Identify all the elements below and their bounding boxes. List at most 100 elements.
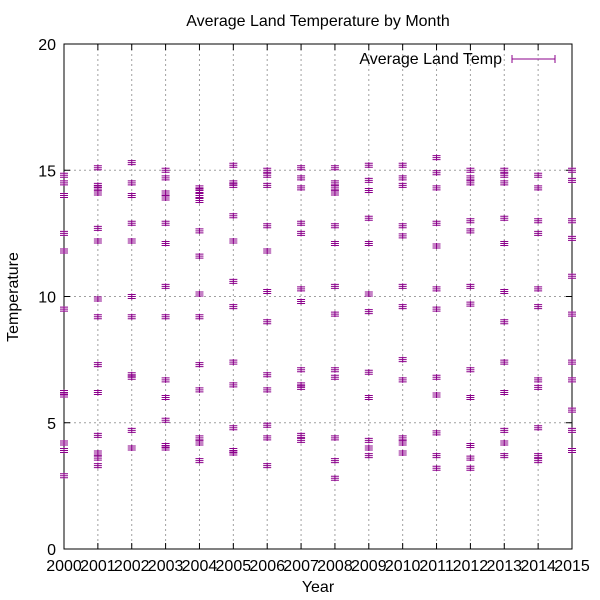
data-point — [127, 293, 136, 300]
error-bar — [195, 434, 204, 441]
data-point — [229, 447, 238, 454]
error-bar — [432, 391, 441, 398]
data-point — [195, 197, 204, 204]
y-tick-label: 10 — [38, 290, 56, 307]
error-bar — [93, 450, 102, 457]
data-point — [263, 167, 272, 174]
data-point — [93, 296, 102, 303]
data-point — [60, 248, 68, 255]
error-bar — [432, 306, 441, 313]
data-point — [297, 381, 306, 388]
error-bar — [127, 445, 136, 451]
error-bar — [534, 184, 543, 191]
error-bar — [93, 455, 102, 462]
error-bar — [568, 447, 576, 454]
error-bar — [432, 374, 441, 381]
data-point — [161, 167, 170, 174]
data-point — [229, 278, 238, 285]
error-bar — [195, 361, 204, 368]
data-point — [534, 384, 543, 391]
data-point — [466, 283, 475, 290]
error-bar — [398, 162, 407, 169]
error-bar — [297, 230, 306, 237]
data-point — [93, 389, 102, 396]
error-bar — [330, 366, 339, 373]
error-bar — [364, 240, 373, 247]
data-point — [330, 457, 339, 464]
data-point — [364, 308, 373, 315]
error-bar — [297, 164, 306, 171]
error-bar — [500, 172, 509, 179]
error-bar — [60, 230, 68, 237]
data-point — [466, 301, 475, 308]
error-bar — [263, 288, 272, 295]
error-bar — [534, 285, 543, 292]
data-point — [568, 376, 576, 383]
data-point — [127, 427, 136, 434]
data-point — [93, 189, 102, 196]
data-point — [534, 230, 543, 237]
data-point — [398, 222, 407, 229]
error-bar — [93, 164, 102, 171]
data-point — [432, 452, 441, 459]
error-bar — [263, 222, 272, 229]
data-point — [568, 217, 576, 224]
data-point — [466, 217, 475, 224]
error-bar — [60, 439, 68, 446]
data-point — [466, 442, 475, 449]
data-point — [93, 361, 102, 368]
error-bar — [500, 439, 509, 446]
data-point — [297, 437, 306, 444]
error-bar — [534, 384, 543, 391]
error-bar — [330, 164, 339, 171]
data-point — [500, 167, 509, 174]
data-point — [229, 424, 238, 431]
data-point — [93, 450, 102, 457]
error-bar — [432, 220, 441, 227]
data-point — [161, 174, 170, 181]
data-point — [330, 184, 339, 191]
data-point — [398, 232, 407, 239]
error-bar — [364, 187, 373, 194]
data-point — [466, 394, 475, 401]
data-point — [60, 179, 68, 186]
data-point — [93, 225, 102, 232]
data-point — [297, 220, 306, 227]
data-point — [568, 235, 576, 242]
error-bar — [161, 195, 170, 202]
error-bar — [60, 306, 68, 313]
data-point — [60, 172, 68, 179]
x-tick-label: 2002 — [114, 558, 150, 575]
data-point — [432, 374, 441, 381]
data-point — [297, 298, 306, 305]
error-bar — [60, 179, 68, 186]
data-point — [364, 177, 373, 184]
data-point — [195, 457, 204, 464]
data-point — [534, 303, 543, 310]
data-point — [330, 283, 339, 290]
error-bar — [398, 182, 407, 189]
data-point — [364, 369, 373, 376]
data-point — [432, 243, 441, 249]
data-point — [60, 192, 68, 199]
data-point — [93, 313, 102, 320]
error-bar — [330, 311, 339, 318]
error-bar — [93, 182, 102, 189]
error-bar — [127, 159, 136, 166]
data-point — [195, 290, 204, 297]
x-tick-labels: 2000200120022003200420052006200720082009… — [46, 558, 590, 575]
data-point — [195, 192, 204, 199]
error-bar — [263, 182, 272, 189]
data-point — [263, 182, 272, 189]
data-point — [330, 179, 339, 186]
data-point — [568, 359, 576, 366]
error-bar — [398, 439, 407, 446]
error-bar — [500, 318, 509, 325]
data-point — [263, 462, 272, 469]
error-bar — [364, 308, 373, 315]
data-point — [60, 472, 68, 479]
error-bar — [93, 389, 102, 396]
error-bar — [93, 313, 102, 320]
error-bar — [229, 162, 238, 169]
data-point — [500, 179, 509, 186]
